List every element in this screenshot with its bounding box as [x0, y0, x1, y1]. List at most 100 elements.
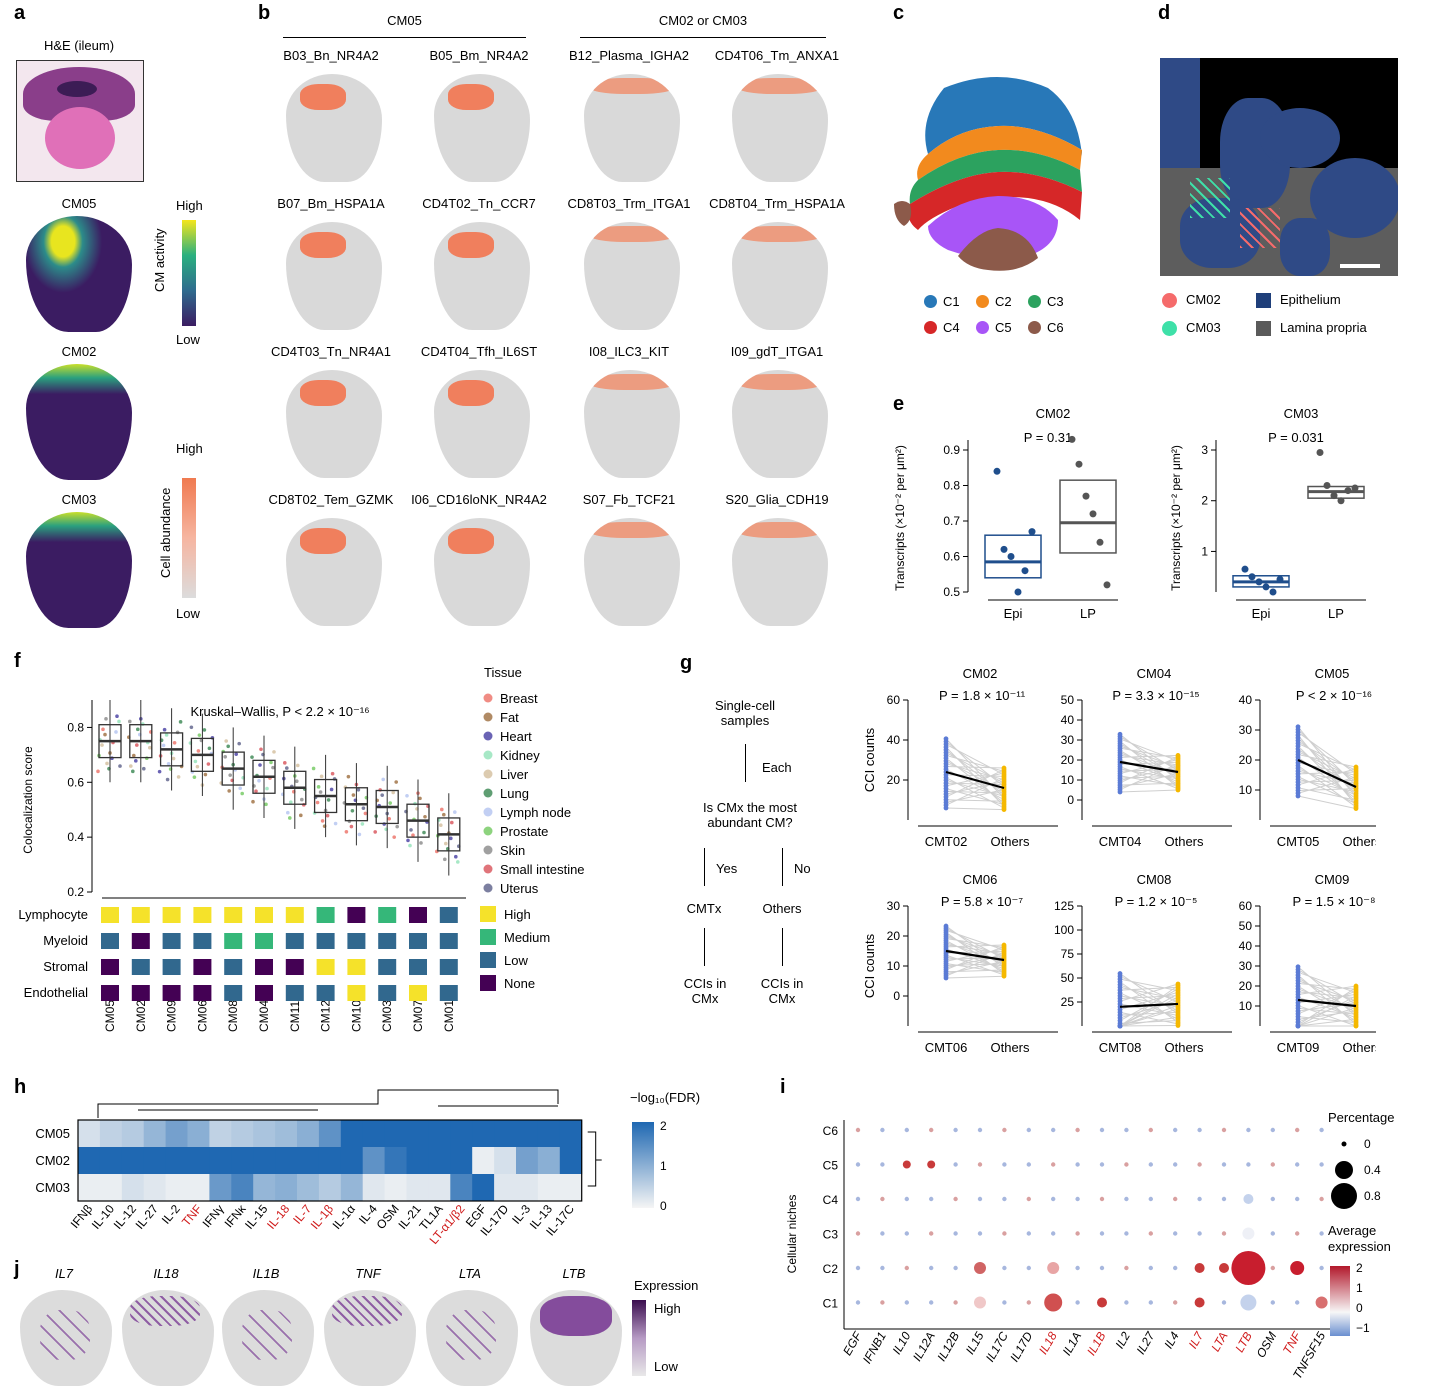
h-cell — [407, 1174, 429, 1202]
spatial-map-title: I06_CD16loNK_NR4A2 — [406, 492, 552, 507]
f-level-cell — [255, 933, 273, 949]
i-dot — [1295, 1231, 1299, 1235]
f-tissue-swatch — [484, 713, 493, 722]
f-level-cell — [193, 985, 211, 1001]
transcript-density-boxplots: Transcripts (×10⁻² per μm²) Transcripts (… — [890, 400, 1410, 630]
f-xtick: CM01 — [442, 1000, 456, 1032]
g-ytick: 20 — [1061, 753, 1075, 767]
g-point-others — [1354, 1024, 1359, 1029]
i-pct-tick: 0 — [1364, 1137, 1371, 1151]
h-cell — [407, 1147, 429, 1175]
e-point — [994, 468, 1001, 475]
h-cell — [319, 1120, 341, 1148]
f-cell-type-label: Lymphocyte — [18, 907, 88, 922]
panel-label-c: c — [893, 2, 904, 25]
f-tissue-label: Kidney — [500, 748, 540, 763]
f-level-cell — [163, 985, 181, 1001]
f-point — [196, 765, 200, 769]
f-point — [190, 726, 194, 730]
i-dot — [1027, 1300, 1031, 1304]
h-cell — [275, 1120, 297, 1148]
f-point — [272, 750, 276, 754]
g-point-cmt — [1296, 744, 1301, 749]
i-pct-swatch — [1331, 1183, 1357, 1209]
j-legend-title: Expression — [634, 1278, 698, 1293]
f-point — [179, 720, 183, 724]
f-level-cell — [193, 933, 211, 949]
f-point — [405, 794, 409, 798]
g-xtick: CMT02 — [925, 834, 968, 849]
f-level-cell — [286, 959, 304, 975]
f-point — [177, 775, 181, 779]
i-dot — [1124, 1300, 1128, 1304]
f-point — [167, 762, 171, 766]
i-dot — [1075, 1231, 1079, 1235]
f-point — [320, 775, 324, 779]
f-point — [240, 792, 244, 796]
i-row-label: C2 — [823, 1262, 839, 1276]
g-ytick: 10 — [1239, 783, 1253, 797]
f-ytick: 0.8 — [67, 720, 84, 734]
e-point — [1029, 528, 1036, 535]
f-point — [203, 728, 207, 732]
f-point — [269, 761, 273, 765]
e-ytick: 0.6 — [943, 550, 960, 564]
f-level-cell — [440, 933, 458, 949]
g-point-cmt — [944, 803, 949, 808]
f-level-swatch — [480, 929, 496, 945]
i-dot — [929, 1128, 933, 1132]
h-cell — [450, 1174, 472, 1202]
h-cell — [188, 1147, 210, 1175]
e-pvalue: P = 0.031 — [1268, 430, 1324, 445]
e-ylabel-1: Transcripts (×10⁻² per μm²) — [893, 445, 907, 591]
h-cell — [231, 1120, 253, 1148]
h-col-label: IL-1β — [308, 1202, 337, 1232]
legend-swatch — [1028, 295, 1041, 308]
i-dot — [1124, 1197, 1128, 1201]
flow-left: CMTx — [684, 901, 724, 916]
i-col-label: LTB — [1232, 1330, 1255, 1355]
legend-swatch — [1162, 321, 1177, 336]
panel-label-d: d — [1158, 2, 1170, 25]
h-col-label: TNF — [179, 1202, 205, 1229]
g-point-cmt — [1296, 1009, 1301, 1014]
f-level-cell — [101, 907, 119, 923]
i-pct-swatch — [1342, 1142, 1347, 1147]
f-xtick: CM04 — [257, 1000, 271, 1032]
f-point — [135, 743, 139, 747]
e-point — [1263, 583, 1270, 590]
f-point — [264, 803, 268, 807]
legend-swatch — [1162, 293, 1177, 308]
i-col-label: IL10 — [890, 1329, 914, 1357]
f-point — [259, 747, 263, 751]
legend-label: C1 — [943, 294, 960, 309]
i-dot — [1290, 1261, 1304, 1275]
f-point — [454, 855, 458, 859]
spatial-map-title: B07_Bm_HSPA1A — [258, 196, 404, 211]
f-point — [250, 755, 254, 759]
cell-abundance-map — [732, 518, 828, 626]
flow-arrow — [704, 928, 705, 966]
f-level-cell — [378, 933, 396, 949]
flow-arrow — [745, 744, 746, 782]
i-dot — [953, 1162, 957, 1166]
f-point — [395, 825, 399, 829]
e-point — [1345, 487, 1352, 494]
cell-abundance-map — [584, 518, 680, 626]
f-level-cell — [317, 933, 335, 949]
i-dot — [953, 1231, 957, 1235]
i-dot — [1124, 1128, 1128, 1132]
h-cell — [516, 1147, 538, 1175]
legend-label: C3 — [1047, 294, 1064, 309]
f-level-cell — [378, 907, 396, 923]
i-dot — [1100, 1197, 1104, 1201]
f-point — [197, 749, 201, 753]
h-dendrogram — [98, 1090, 558, 1118]
f-level-cell — [286, 907, 304, 923]
g-ytick: 40 — [1239, 939, 1253, 953]
f-point — [234, 752, 238, 756]
cb2-high: High — [176, 441, 203, 456]
e-ytick: 0.8 — [943, 479, 960, 493]
g-plot-title: CM04 — [1137, 666, 1172, 681]
h-cell — [122, 1174, 144, 1202]
